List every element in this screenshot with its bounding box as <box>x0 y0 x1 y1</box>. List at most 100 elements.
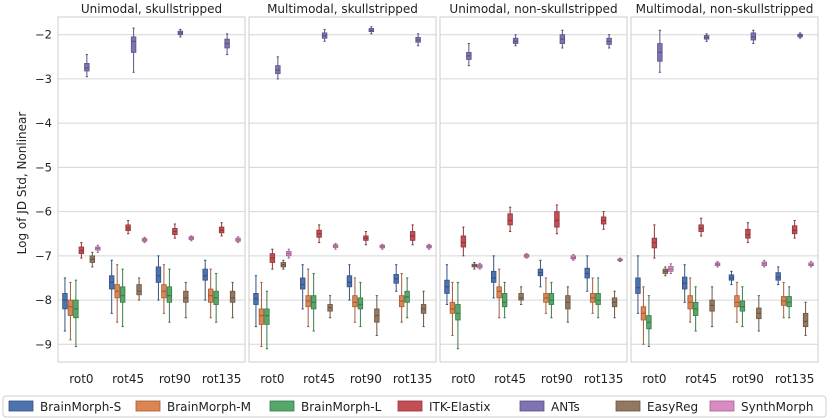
box-itk-elastix <box>125 219 131 235</box>
box-brainmorph-s <box>728 270 735 286</box>
box-brainmorph-m <box>449 281 456 336</box>
box-ants <box>415 33 421 47</box>
panel-2: Multimodal, skullstripped rot0 rot45 rot90 r… <box>248 2 437 386</box>
legend-swatch <box>709 400 735 412</box>
box-easyreg <box>280 259 287 270</box>
box-itk-elastix <box>409 224 416 246</box>
box-brainmorph-l <box>404 277 410 319</box>
box-easyreg <box>89 251 96 268</box>
box-itk-elastix <box>269 248 276 270</box>
box-brainmorph-s <box>202 259 208 301</box>
legend-entry-synthmorph: SynthMorph <box>709 400 814 414</box>
box-synthmorph <box>379 243 386 250</box>
box-iqr <box>264 308 270 325</box>
x-tick-label: rot45 <box>112 372 144 386</box>
box-iqr <box>183 290 189 303</box>
y-tick-label: −4 <box>35 116 52 130</box>
box-itk-elastix <box>651 224 658 259</box>
box-easyreg <box>756 295 762 332</box>
legend-swatch <box>615 400 641 412</box>
box-brainmorph-l <box>119 268 126 328</box>
x-tick-label: rot135 <box>775 372 815 386</box>
box-easyreg <box>802 301 809 336</box>
box-itk-elastix <box>78 242 85 259</box>
box-easyreg <box>136 277 142 301</box>
box-brainmorph-l <box>595 277 601 319</box>
box-iqr <box>119 286 126 303</box>
box-brainmorph-l <box>455 281 461 350</box>
box-brainmorph-s <box>299 264 306 310</box>
box-brainmorph-s <box>346 264 353 301</box>
x-tick-label: rot45 <box>685 372 717 386</box>
box-brainmorph-m <box>114 264 120 323</box>
x-tick-label: rot90 <box>159 372 191 386</box>
box-iqr <box>802 312 809 328</box>
box-brainmorph-l <box>548 281 555 319</box>
box-ants <box>703 33 710 42</box>
box-iqr <box>136 284 142 296</box>
box-synthmorph <box>570 254 577 261</box>
box-brainmorph-l <box>692 286 699 332</box>
box-iqr <box>595 293 601 305</box>
box-synthmorph <box>286 248 292 259</box>
box-brainmorph-m <box>589 277 596 314</box>
box-easyreg <box>709 286 715 328</box>
panel-4: Multimodal, non-skullstripped rot0 rot45 ro… <box>630 2 819 386</box>
panel-title: Multimodal, non-skullstripped <box>636 2 814 16</box>
box-easyreg <box>662 266 669 277</box>
box-synthmorph <box>95 244 101 253</box>
box-brainmorph-m <box>780 281 787 319</box>
box-itk-elastix <box>507 206 513 233</box>
legend-entry-brainmorph-m: BrainMorph-M <box>135 400 251 414</box>
box-brainmorph-m <box>687 277 693 323</box>
box-itk-elastix <box>745 222 751 244</box>
box-ants <box>606 34 612 49</box>
y-tick-label: −2 <box>35 28 52 42</box>
box-iqr <box>449 301 456 314</box>
box-brainmorph-s <box>490 255 497 299</box>
box-brainmorph-s <box>444 264 450 305</box>
legend-entry-brainmorph-l: BrainMorph-L <box>269 400 382 414</box>
legend-label: BrainMorph-L <box>301 400 382 414</box>
legend-entry-brainmorph-s: BrainMorph-S <box>8 400 121 414</box>
legend-swatch <box>397 400 423 412</box>
y-tick-label: −8 <box>35 293 52 307</box>
x-tick-label: rot0 <box>260 372 284 386</box>
x-tick-label: rot90 <box>732 372 764 386</box>
box-ants <box>130 27 137 73</box>
box-brainmorph-l <box>646 295 652 348</box>
box-itk-elastix <box>600 211 607 230</box>
box-easyreg <box>471 261 478 270</box>
box-iqr <box>460 235 467 248</box>
box-ants <box>321 28 328 42</box>
legend: BrainMorph-S BrainMorph-M BrainMorph-L ITK-… <box>2 395 827 418</box>
box-iqr <box>352 295 358 308</box>
box-brainmorph-m <box>352 277 358 323</box>
box-iqr <box>786 296 792 308</box>
panel-frame <box>439 16 628 363</box>
box-easyreg <box>611 290 618 319</box>
box-synthmorph <box>332 242 339 250</box>
box-brainmorph-l <box>213 273 219 323</box>
box-iqr <box>739 300 746 312</box>
box-iqr <box>202 268 208 281</box>
box-brainmorph-m <box>207 268 214 319</box>
box-iqr <box>62 293 68 310</box>
panel-frame <box>248 16 437 363</box>
box-brainmorph-m <box>398 273 405 323</box>
y-tick-label: −5 <box>35 160 52 174</box>
box-itk-elastix <box>218 222 225 237</box>
box-brainmorph-s <box>393 264 399 292</box>
box-iqr <box>130 36 137 53</box>
box-itk-elastix <box>172 223 178 239</box>
box-iqr <box>745 228 751 239</box>
x-tick-label: rot45 <box>494 372 526 386</box>
box-brainmorph-l <box>786 286 792 319</box>
box-itk-elastix <box>554 204 560 235</box>
legend-entry-itk-elastix: ITK-Elastix <box>397 400 490 414</box>
box-ants <box>275 56 281 80</box>
y-tick-label: −3 <box>35 72 52 86</box>
box-iqr <box>554 211 560 228</box>
box-iqr <box>775 272 781 281</box>
